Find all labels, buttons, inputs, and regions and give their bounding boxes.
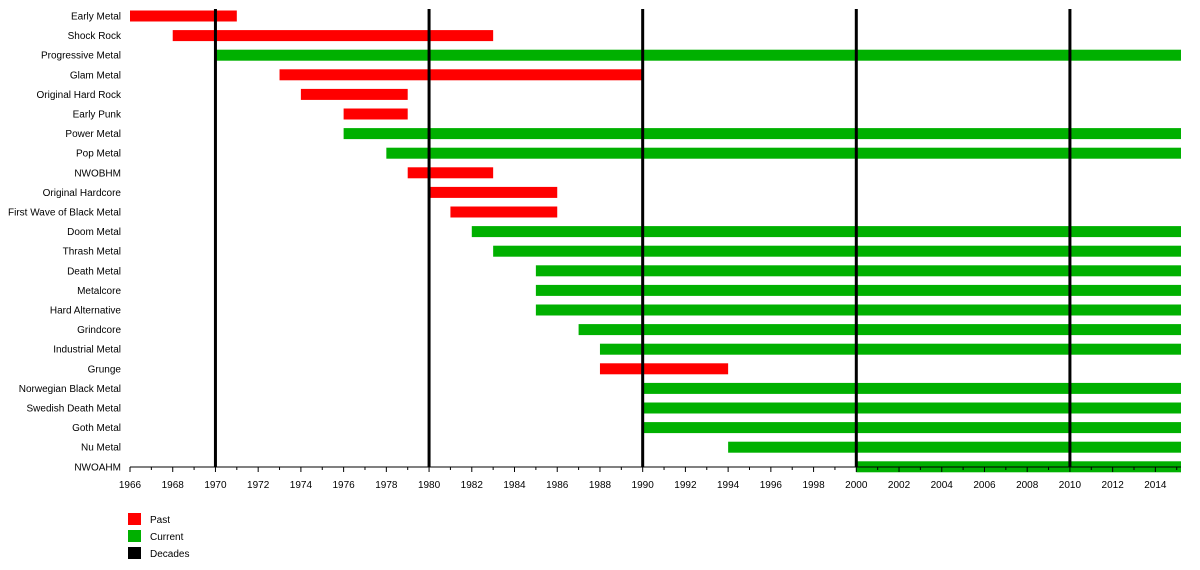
x-tick-label: 1972 (247, 480, 270, 491)
category-label: Shock Rock (68, 31, 122, 42)
category-label: Original Hardcore (43, 188, 122, 199)
category-label: Thrash Metal (63, 247, 121, 258)
bar-power-metal (343, 128, 1181, 140)
x-tick-label: 1974 (290, 480, 313, 491)
category-label: Power Metal (65, 129, 121, 140)
category-label: Early Punk (73, 110, 122, 121)
x-tick-label: 1978 (375, 480, 398, 491)
x-tick-label: 1984 (503, 480, 526, 491)
bar-original-hardcore (429, 186, 558, 198)
x-tick-label: 2014 (1144, 480, 1167, 491)
x-tick-label: 1994 (717, 480, 740, 491)
legend-label-decades: Decades (150, 549, 189, 560)
category-label: Doom Metal (67, 227, 121, 238)
x-tick-label: 1980 (418, 480, 441, 491)
bar-doom-metal (471, 226, 1182, 238)
legend-label-past: Past (150, 515, 170, 526)
bar-grindcore (578, 324, 1181, 336)
category-label: First Wave of Black Metal (8, 208, 121, 219)
bar-original-hard-rock (300, 88, 408, 100)
category-label: Swedish Death Metal (27, 404, 122, 415)
x-tick-label: 2010 (1059, 480, 1082, 491)
category-label: Glam Metal (70, 70, 121, 81)
x-tick-label: 2004 (931, 480, 954, 491)
bar-grunge (599, 363, 729, 375)
x-tick-label: 1992 (674, 480, 697, 491)
x-tick-label: 2012 (1102, 480, 1125, 491)
x-tick-label: 1990 (632, 480, 655, 491)
x-tick-label: 1996 (760, 480, 783, 491)
bar-shock-rock (172, 30, 494, 42)
category-label: Hard Alternative (50, 306, 122, 317)
x-tick-label: 2008 (1016, 480, 1039, 491)
category-label: Norwegian Black Metal (19, 384, 121, 395)
x-tick-label: 2006 (973, 480, 996, 491)
x-tick-label: 1982 (461, 480, 484, 491)
bar-goth-metal (642, 422, 1181, 434)
category-label: Death Metal (67, 266, 121, 277)
bar-thrash-metal (493, 245, 1182, 257)
bar-early-metal (130, 10, 237, 22)
legend-swatch-current (128, 530, 141, 542)
legend-swatch-past (128, 513, 141, 525)
category-label: Goth Metal (72, 423, 121, 434)
category-label: Nu Metal (81, 443, 121, 454)
x-tick-label: 1998 (802, 480, 825, 491)
category-label: Grunge (88, 364, 122, 375)
x-tick-label: 1988 (589, 480, 612, 491)
x-tick-label: 1986 (546, 480, 569, 491)
x-tick-label: 1976 (332, 480, 355, 491)
legend-label-current: Current (150, 532, 184, 543)
bar-pop-metal (386, 147, 1182, 159)
category-label: Progressive Metal (41, 51, 121, 62)
category-label: Early Metal (71, 12, 121, 23)
bar-nu-metal (728, 441, 1181, 453)
bar-norwegian-black-metal (642, 382, 1181, 394)
category-label: Metalcore (77, 286, 121, 297)
bar-nwobhm (407, 167, 494, 179)
category-label: Original Hard Rock (37, 90, 122, 101)
bar-hard-alternative (535, 304, 1181, 316)
bar-first-wave-of-black-metal (450, 206, 558, 218)
x-tick-label: 1966 (119, 480, 142, 491)
x-tick-label: 1970 (204, 480, 227, 491)
legend: Past Current Decades (128, 513, 189, 560)
bars-layer (130, 10, 1182, 473)
decade-lines-layer (213, 9, 1072, 467)
category-label: NWOBHM (74, 168, 121, 179)
bar-metalcore (535, 284, 1181, 296)
category-label: Pop Metal (76, 149, 121, 160)
bar-swedish-death-metal (642, 402, 1181, 414)
bar-industrial-metal (599, 343, 1181, 355)
x-tick-label: 2002 (888, 480, 911, 491)
x-tick-label: 2000 (845, 480, 868, 491)
category-label: NWOAHM (74, 462, 121, 473)
legend-swatch-decades (128, 547, 141, 559)
x-axis: 1966 1968 1970 1972 1974 1976 1978 1980 1982 1984… (119, 466, 1181, 491)
category-label: Industrial Metal (53, 345, 121, 356)
category-label: Grindcore (77, 325, 121, 336)
bar-early-punk (343, 108, 408, 120)
bar-glam-metal (279, 69, 643, 81)
bar-progressive-metal (215, 49, 1182, 61)
bar-death-metal (535, 265, 1181, 277)
category-labels: Early Metal Shock Rock Progressive Metal Gl… (8, 12, 122, 474)
x-tick-label: 1968 (162, 480, 185, 491)
